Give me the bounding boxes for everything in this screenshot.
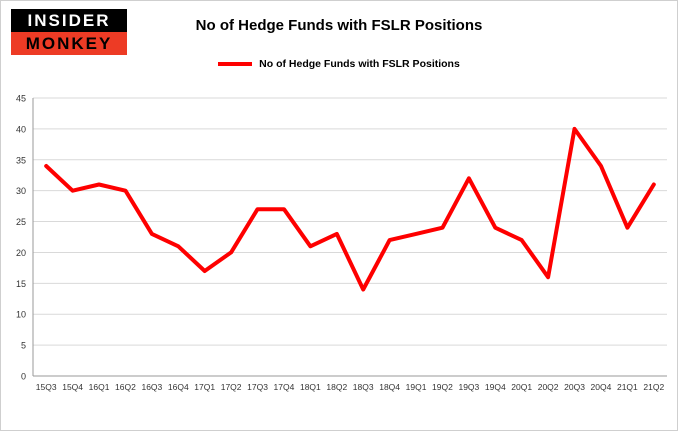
x-axis-label: 19Q2 — [432, 382, 453, 392]
x-axis-label: 16Q4 — [168, 382, 189, 392]
y-axis-label: 35 — [16, 155, 26, 165]
logo-insider-text: INSIDER — [11, 9, 127, 32]
series-line-fslr — [44, 126, 656, 292]
x-axis-label: 18Q1 — [300, 382, 321, 392]
y-axis-label: 40 — [16, 124, 26, 134]
y-axis-label: 0 — [21, 372, 26, 382]
legend-line-marker — [218, 62, 253, 66]
y-axis-label: 15 — [16, 279, 26, 289]
x-axis-label: 20Q4 — [591, 382, 612, 392]
x-axis-label: 18Q4 — [379, 382, 400, 392]
legend-label: No of Hedge Funds with FSLR Positions — [259, 58, 460, 70]
x-axis-label: 20Q3 — [564, 382, 585, 392]
plot-area: 0 5 10 15 20 25 30 35 40 45 15Q3 15Q4 16Q1 16Q2 16Q3 16… — [16, 94, 667, 392]
x-axis-label: 18Q2 — [326, 382, 347, 392]
x-axis-label: 19Q3 — [458, 382, 479, 392]
chart-title: No of Hedge Funds with FSLR Positions — [195, 17, 483, 34]
logo-monkey-text: MONKEY — [11, 32, 127, 55]
x-axis-label: 21Q1 — [617, 382, 638, 392]
y-axis-label: 30 — [16, 186, 26, 196]
y-axis-label: 45 — [16, 94, 26, 104]
x-axis-label: 16Q1 — [89, 382, 110, 392]
x-axis-label: 16Q2 — [115, 382, 136, 392]
x-axis-label: 18Q3 — [353, 382, 374, 392]
y-axis-label: 25 — [16, 217, 26, 227]
x-axis-label: 19Q1 — [406, 382, 427, 392]
x-axis-label: 17Q2 — [221, 382, 242, 392]
chart-legend: No of Hedge Funds with FSLR Positions — [1, 58, 677, 70]
x-axis-label: 17Q1 — [194, 382, 215, 392]
y-axis-label: 20 — [16, 248, 26, 258]
x-axis-label: 19Q4 — [485, 382, 506, 392]
x-axis-label: 20Q1 — [511, 382, 532, 392]
x-axis-label: 17Q4 — [274, 382, 295, 392]
x-axis-label: 17Q3 — [247, 382, 268, 392]
y-axis-label: 10 — [16, 310, 26, 320]
x-axis-label: 15Q4 — [62, 382, 83, 392]
x-axis-label: 15Q3 — [36, 382, 57, 392]
x-axis-label: 20Q2 — [538, 382, 559, 392]
x-axis-label: 16Q3 — [141, 382, 162, 392]
insider-monkey-logo: INSIDER MONKEY — [11, 9, 127, 55]
y-axis-label: 5 — [21, 341, 26, 351]
x-axis-label: 21Q2 — [643, 382, 664, 392]
